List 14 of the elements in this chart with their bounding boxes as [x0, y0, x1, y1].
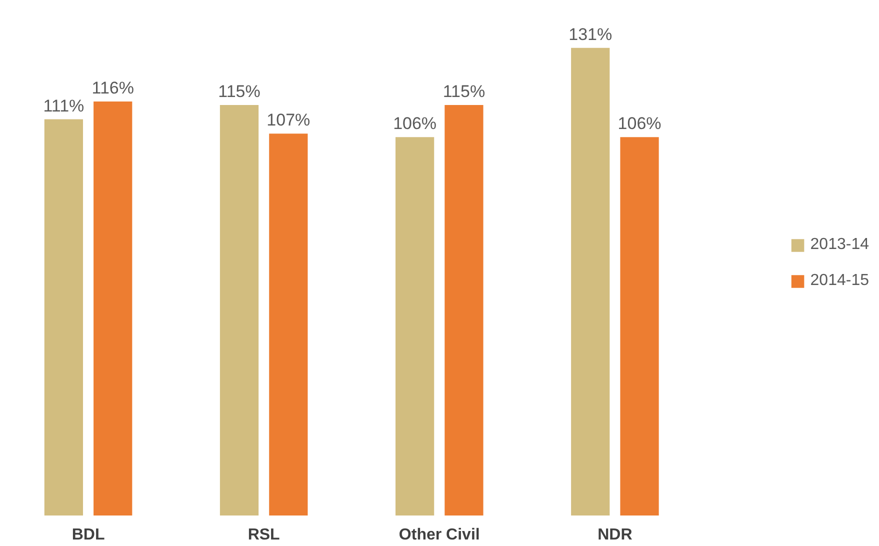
data-label: 106%: [393, 114, 437, 134]
x-tick-label: RSL: [248, 526, 280, 544]
data-label: 131%: [568, 24, 612, 44]
legend-label: 2013-14: [810, 236, 869, 254]
data-label: 115%: [218, 82, 260, 102]
x-tick-label: Other Civil: [398, 526, 480, 544]
data-label: 116%: [92, 78, 134, 98]
data-label: 111%: [43, 96, 84, 116]
x-tick-label: BDL: [72, 526, 105, 544]
legend-label: 2014-15: [810, 272, 869, 290]
x-tick-label: NDR: [598, 526, 633, 544]
data-label: 106%: [618, 114, 662, 134]
data-label: 107%: [266, 110, 310, 130]
data-label: 115%: [442, 82, 486, 102]
